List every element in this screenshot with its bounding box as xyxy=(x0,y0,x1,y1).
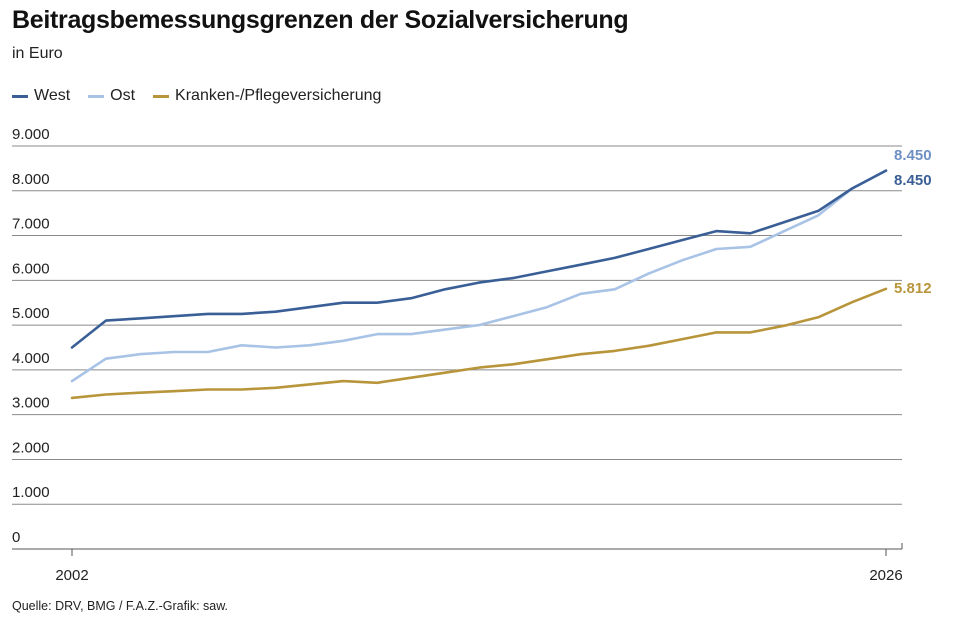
x-tick-label-2002: 2002 xyxy=(55,567,88,584)
y-tick-label-9000: 9.000 xyxy=(12,126,50,143)
legend-swatch-kranken xyxy=(153,94,170,98)
legend-label-west: West xyxy=(34,87,71,104)
y-tick-label-0: 0 xyxy=(12,529,20,546)
y-tick-label-7000: 7.000 xyxy=(12,216,50,233)
chart-title: Beitragsbemessungsgrenzen der Sozialvers… xyxy=(12,6,629,34)
chart-subtitle: in Euro xyxy=(12,45,63,62)
y-tick-label-1000: 1.000 xyxy=(12,484,50,501)
legend-swatch-west xyxy=(12,94,28,98)
legend-item-west: West xyxy=(12,87,70,105)
end-label-west: 8.450 xyxy=(894,172,932,189)
end-label-kranken: 5.812 xyxy=(894,280,932,297)
y-tick-label-3000: 3.000 xyxy=(12,395,50,412)
legend-swatch-ost xyxy=(88,94,105,98)
source-note: Quelle: DRV, BMG / F.A.Z.-Grafik: saw. xyxy=(12,599,229,613)
end-label-ost: 8.450 xyxy=(894,147,932,164)
y-tick-label-6000: 6.000 xyxy=(12,260,50,277)
x-tick-label-2026: 2026 xyxy=(869,567,902,584)
legend: West Ost Kranken-/Pflegeversicherung xyxy=(12,87,381,105)
y-tick-label-4000: 4.000 xyxy=(12,350,50,367)
series-line-ost xyxy=(70,169,888,383)
legend-item-kranken: Kranken-/Pflegeversicherung xyxy=(153,87,381,105)
series-line-kranken xyxy=(70,287,888,400)
y-tick-label-2000: 2.000 xyxy=(12,439,50,456)
y-tick-label-8000: 8.000 xyxy=(12,171,50,188)
y-tick-label-5000: 5.000 xyxy=(12,305,50,322)
series-line-west xyxy=(70,169,888,349)
legend-item-ost: Ost xyxy=(88,87,135,105)
legend-label-kranken: Kranken-/Pflegeversicherung xyxy=(175,87,382,104)
legend-label-ost: Ost xyxy=(110,87,136,104)
